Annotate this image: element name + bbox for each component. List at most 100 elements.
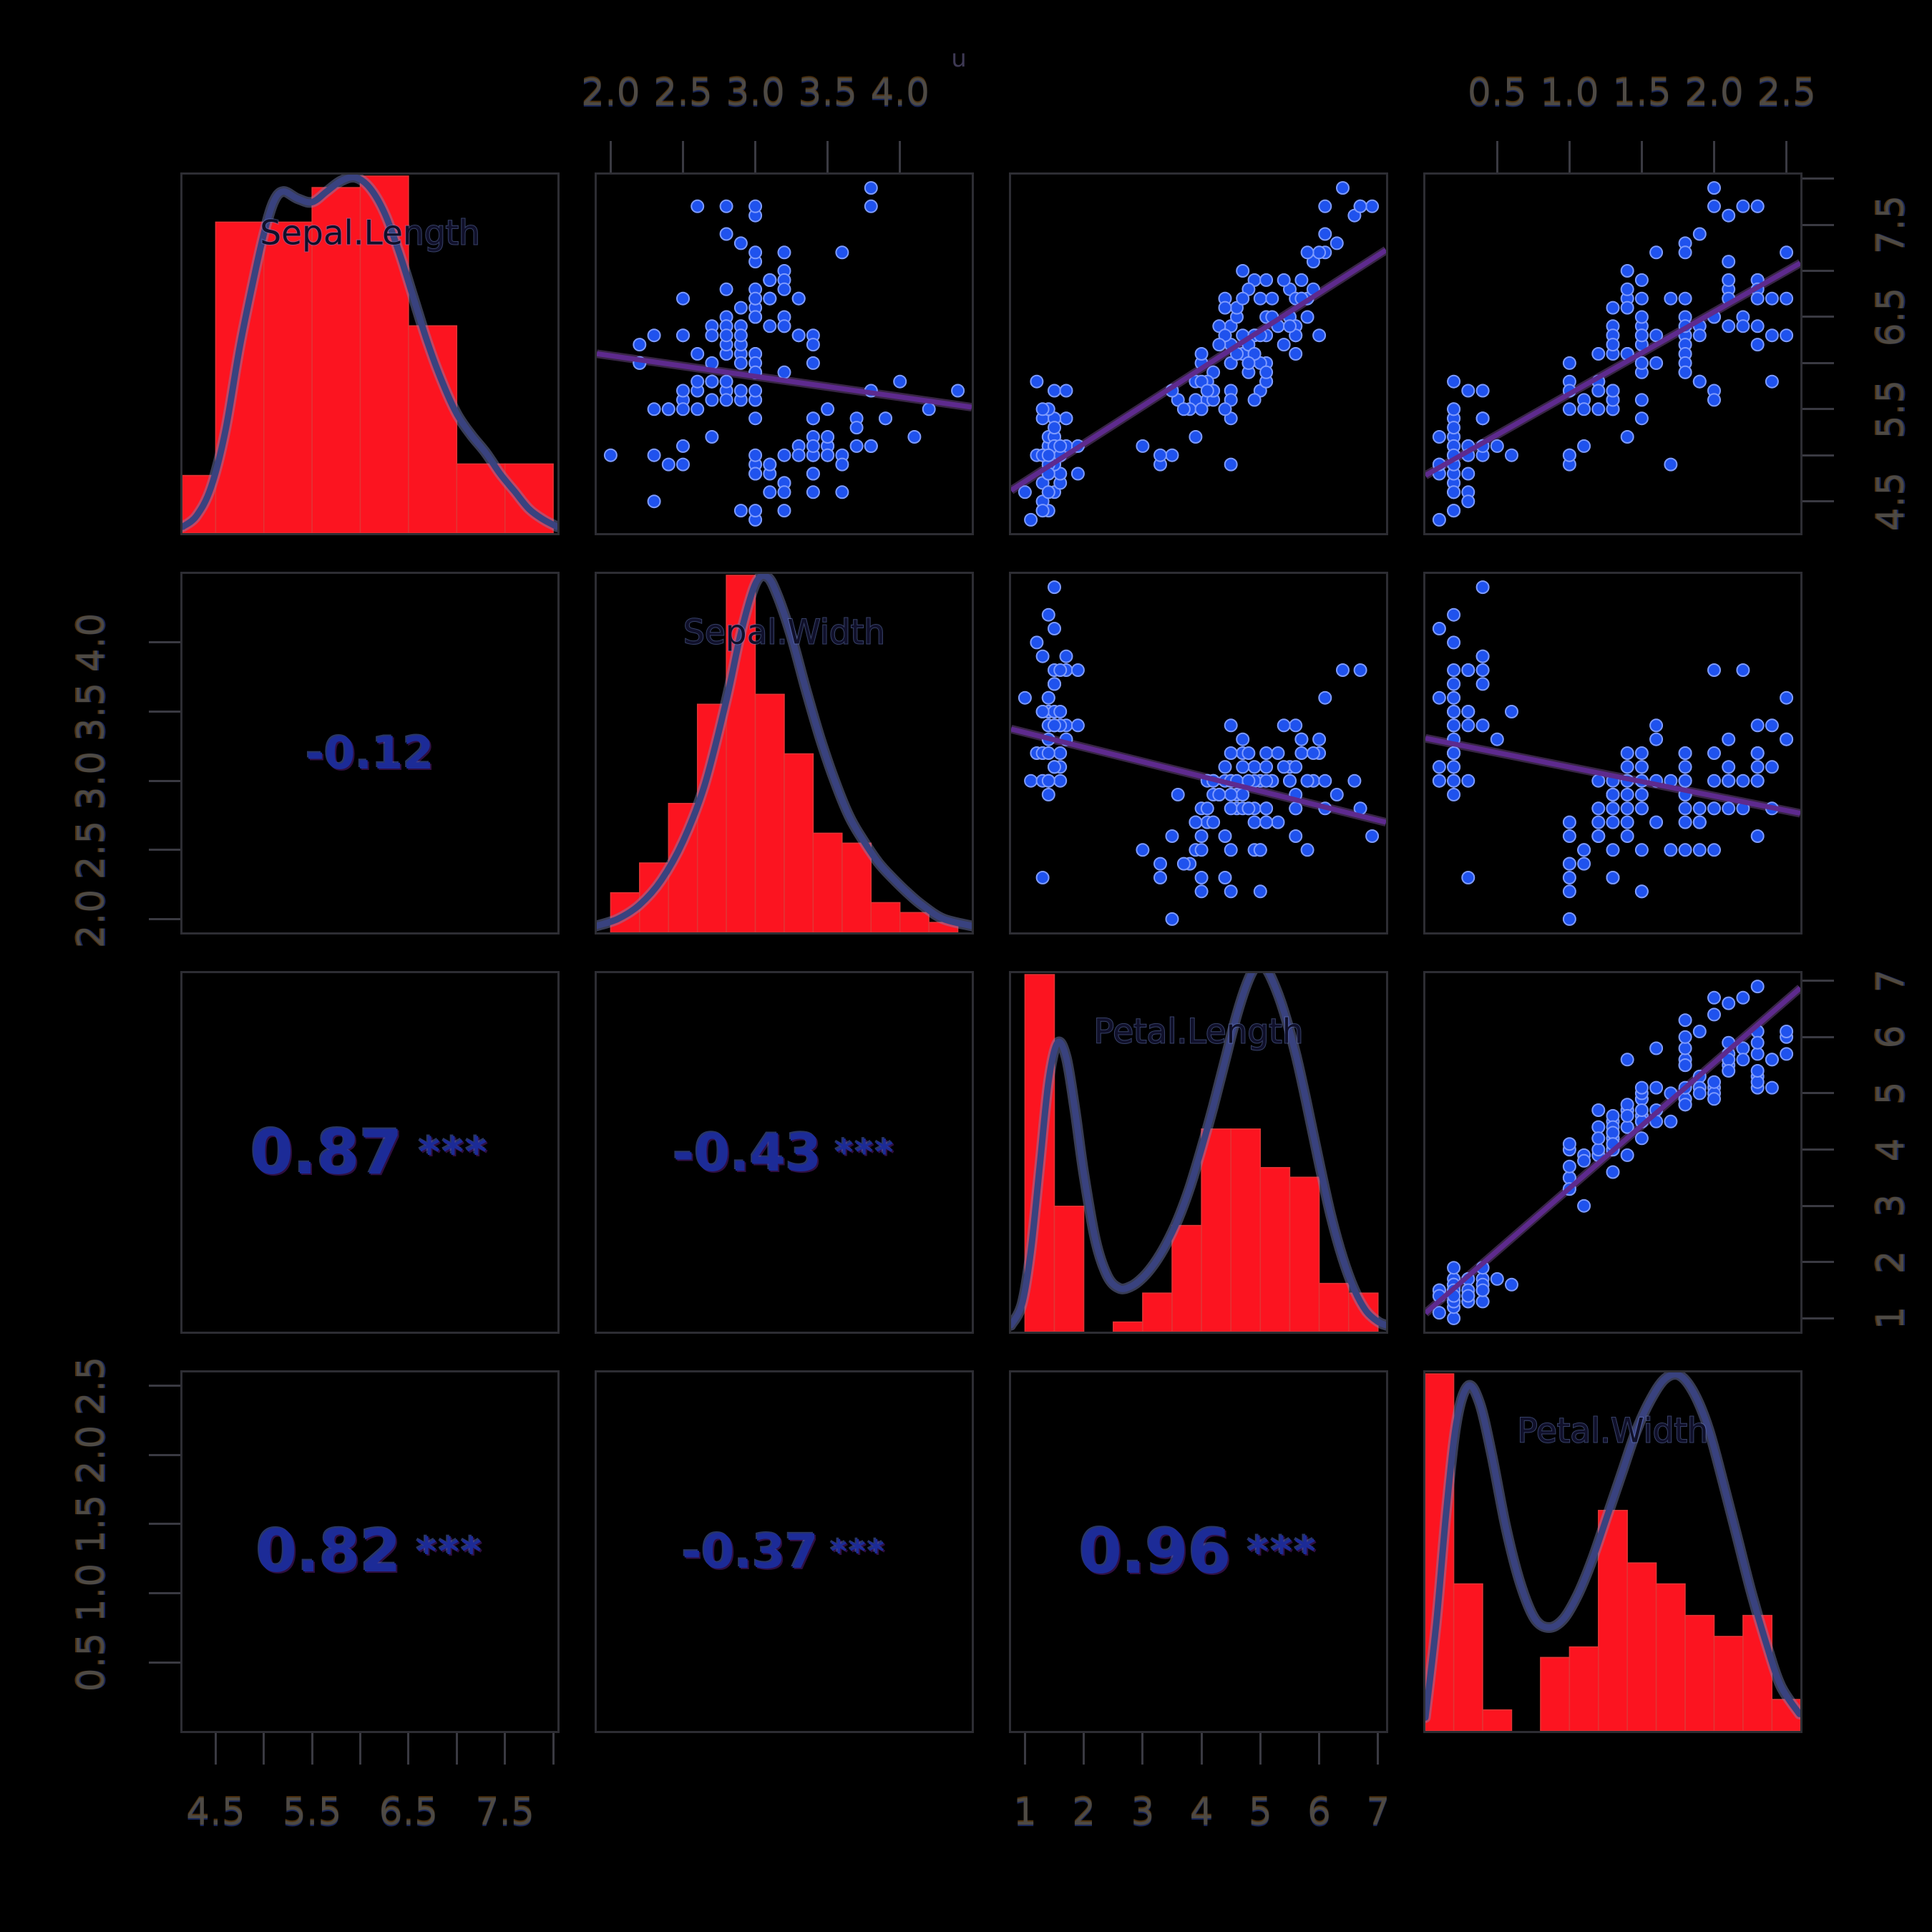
data-point	[1218, 871, 1232, 884]
data-point	[1171, 788, 1185, 801]
axis-tick	[1377, 1733, 1380, 1765]
significance-stars: ***	[830, 1533, 887, 1570]
panel-scatter-r3c4	[1423, 971, 1802, 1334]
axis-tick-label: 1.5	[1612, 72, 1672, 114]
data-point	[1780, 328, 1794, 343]
data-point	[719, 282, 733, 296]
data-point	[705, 393, 719, 407]
data-point	[1447, 677, 1461, 691]
data-point	[1475, 718, 1490, 733]
data-point	[821, 430, 835, 444]
data-point	[1236, 264, 1250, 278]
hist-bar	[263, 221, 313, 533]
axis-tick	[899, 141, 902, 172]
data-point	[1432, 1306, 1446, 1320]
data-point	[1153, 857, 1167, 871]
data-point	[1318, 691, 1332, 705]
axis-tick	[681, 141, 684, 172]
significance-stars: ***	[416, 1529, 484, 1574]
data-point	[1035, 504, 1050, 518]
data-point	[1053, 774, 1068, 788]
data-point	[1736, 990, 1750, 1005]
hist-bar	[1568, 1646, 1599, 1731]
density-curve	[597, 574, 972, 930]
hist-bar	[928, 922, 959, 932]
data-point	[1048, 760, 1061, 774]
data-point	[1505, 448, 1518, 462]
axis-tick-label: 2.5	[70, 1356, 113, 1415]
data-point	[705, 374, 719, 389]
data-point	[1236, 291, 1250, 306]
scatter-svg	[1011, 580, 1386, 926]
data-point	[1432, 622, 1446, 635]
data-point	[1678, 365, 1692, 379]
regression-line	[1425, 736, 1800, 816]
data-point	[1678, 1098, 1692, 1112]
data-point	[1165, 448, 1179, 462]
axis-tick	[149, 1661, 180, 1664]
data-point	[777, 365, 791, 379]
data-point	[1461, 718, 1475, 733]
data-point	[1277, 718, 1291, 733]
data-point	[1306, 746, 1320, 760]
data-point	[691, 347, 705, 361]
data-point	[1447, 788, 1461, 801]
panel-scatter-r1c2	[595, 172, 974, 535]
data-point	[1707, 746, 1721, 760]
panel-hist-r3c3: Petal.Length	[1009, 971, 1388, 1334]
axis-tick	[1802, 223, 1834, 226]
data-point	[791, 291, 806, 306]
data-point	[1722, 319, 1736, 333]
data-point	[1634, 273, 1649, 287]
data-point	[1475, 649, 1490, 663]
data-point	[1620, 788, 1634, 801]
data-point	[1780, 245, 1794, 260]
data-point	[1591, 384, 1606, 398]
data-point	[661, 457, 675, 472]
data-point	[1053, 705, 1068, 718]
corr-panel: -0.43 ***	[597, 973, 972, 1332]
axis-tick	[149, 711, 180, 713]
data-point	[1678, 1041, 1692, 1055]
axis-tick	[1802, 1035, 1834, 1038]
data-point	[1447, 608, 1461, 622]
regression-line	[1011, 248, 1386, 493]
data-point	[1041, 448, 1055, 462]
axis-tick	[1802, 1204, 1834, 1207]
data-point	[1765, 291, 1779, 306]
hist-bar	[1142, 1292, 1173, 1332]
data-point	[1475, 1294, 1490, 1309]
axis-tick	[1785, 141, 1788, 172]
data-point	[849, 421, 864, 435]
data-point	[1283, 774, 1297, 788]
panel-corr-r4c3: 0.96 ***	[1009, 1370, 1388, 1733]
axis-tick-label: 4	[1189, 1791, 1214, 1834]
data-point	[1277, 760, 1291, 774]
data-point	[1678, 815, 1692, 829]
data-point	[1312, 245, 1327, 260]
data-point	[1634, 760, 1649, 774]
data-point	[1447, 421, 1461, 435]
data-point	[1300, 245, 1314, 260]
data-point	[1692, 1025, 1707, 1038]
hist-bar	[1171, 1224, 1202, 1332]
data-point	[1620, 1108, 1634, 1123]
axis-tick	[149, 849, 180, 852]
data-point	[705, 430, 719, 444]
data-point	[1259, 365, 1274, 379]
data-point	[1070, 663, 1085, 677]
data-point	[777, 282, 791, 296]
data-point	[1447, 1311, 1461, 1325]
data-point	[1606, 815, 1620, 829]
data-point	[1300, 310, 1314, 324]
data-point	[1365, 829, 1380, 843]
data-point	[1271, 815, 1285, 829]
data-point	[1722, 1064, 1736, 1078]
density-curve	[182, 175, 557, 530]
data-point	[1200, 801, 1214, 816]
data-point	[777, 485, 791, 499]
hist-bar	[1713, 1636, 1744, 1731]
hist-bar	[870, 902, 901, 932]
data-point	[864, 439, 878, 453]
data-point	[1780, 1047, 1794, 1061]
